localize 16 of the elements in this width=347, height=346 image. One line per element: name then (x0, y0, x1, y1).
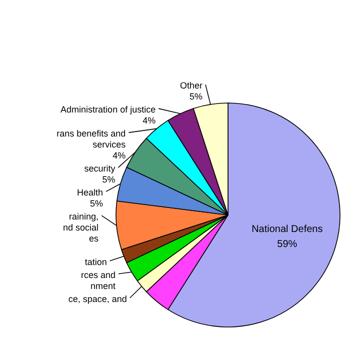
data-label: 5% (102, 174, 116, 185)
slice-label: National Defens (252, 224, 323, 236)
slice-label: rces and nment (81, 270, 116, 291)
slice-label: Health (76, 188, 104, 198)
data-label: 59% (277, 239, 298, 250)
data-label: 5% (90, 198, 104, 209)
slice-label: security (84, 164, 116, 174)
slice-label: ce, space, and (68, 294, 127, 304)
slice-label: Administration of justice (60, 104, 156, 115)
slice-label: raining, nd social es (63, 212, 100, 244)
data-label: 4% (112, 150, 126, 161)
data-label: 4% (142, 116, 156, 126)
data-label: 5% (189, 92, 202, 102)
slice-label: Other (180, 80, 202, 91)
slice-label: tation (84, 256, 107, 267)
slice-label: rans benefits and services (56, 128, 126, 150)
